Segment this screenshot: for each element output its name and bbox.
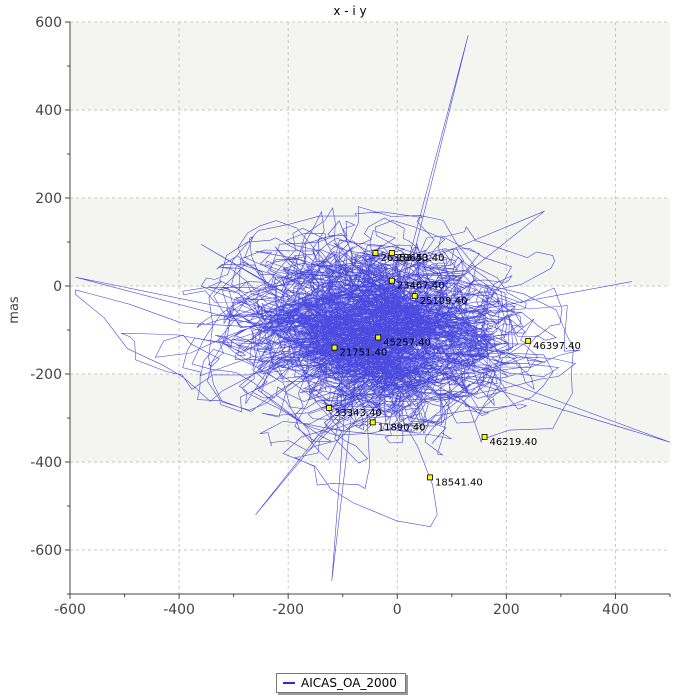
annotation-marker bbox=[388, 250, 395, 256]
annotation-5: 21751.40 bbox=[331, 344, 388, 359]
annotation-marker bbox=[331, 344, 338, 351]
y-tick-label: 600 bbox=[35, 15, 62, 31]
x-tick-label: -200 bbox=[272, 602, 304, 618]
y-tick-label: 200 bbox=[35, 191, 62, 207]
annotation-label: 18541.40 bbox=[435, 477, 483, 488]
annotation-marker bbox=[375, 334, 382, 341]
annotation-label: 33343.40 bbox=[334, 408, 382, 419]
y-tick-label: -200 bbox=[30, 367, 62, 383]
annotation-marker bbox=[326, 404, 332, 411]
chart-title: x - i y bbox=[333, 4, 366, 18]
y-tick-label: 400 bbox=[35, 103, 62, 119]
annotation-label: 25109.40 bbox=[420, 296, 468, 307]
annotation-0: 26353.40 bbox=[372, 250, 428, 264]
annotation-marker bbox=[411, 293, 418, 300]
x-tick-label: -400 bbox=[163, 602, 195, 618]
y-tick-label: 0 bbox=[53, 279, 62, 295]
annotation-label: 23467.40 bbox=[397, 281, 445, 292]
trajectory-line bbox=[75, 35, 670, 581]
x-tick-label: -600 bbox=[54, 602, 86, 618]
annotation-10: 18541.40 bbox=[427, 474, 483, 488]
annotation-1: 18653.40 bbox=[388, 250, 445, 264]
x-tick-label: 400 bbox=[602, 602, 629, 618]
annotation-label: 18653.40 bbox=[397, 253, 445, 264]
annotation-4: 45257.40 bbox=[375, 334, 431, 348]
plot-band-0 bbox=[70, 22, 670, 110]
series-aicas-oa-2000 bbox=[75, 35, 670, 581]
y-tick-label: -400 bbox=[30, 455, 62, 471]
annotation-marker bbox=[369, 419, 376, 426]
legend: AICAS_OA_2000 bbox=[276, 673, 406, 693]
annotation-7: 33343.40 bbox=[326, 404, 382, 419]
legend-label: AICAS_OA_2000 bbox=[301, 676, 397, 690]
annotation-label: 45257.40 bbox=[383, 337, 431, 348]
annotation-3: 25109.40 bbox=[411, 293, 468, 307]
annotation-label: 21751.40 bbox=[340, 348, 388, 359]
grid-lines bbox=[69, 21, 670, 594]
annotation-marker bbox=[388, 277, 395, 284]
annotation-label: 26353.40 bbox=[380, 253, 428, 264]
axes: -600 -400 -200 0 200 400 600 400 200 0 -200 -400 -60… bbox=[30, 15, 671, 618]
annotation-2: 23467.40 bbox=[388, 277, 445, 292]
y-tick-label: -600 bbox=[30, 543, 62, 559]
annotation-marker bbox=[427, 474, 433, 481]
annotation-label: 11890.40 bbox=[378, 422, 426, 433]
annotation-label: 46219.40 bbox=[490, 437, 538, 448]
annotation-8: 11890.40 bbox=[369, 419, 426, 433]
annotation-6: 46397.40 bbox=[525, 338, 581, 352]
x-tick-label: 0 bbox=[393, 602, 402, 618]
legend-swatch bbox=[283, 682, 295, 684]
annotation-marker bbox=[525, 338, 532, 344]
annotation-label: 46397.40 bbox=[533, 341, 581, 352]
annotation-9: 46219.40 bbox=[481, 434, 538, 448]
x-tick-label: 200 bbox=[493, 602, 520, 618]
annotation-marker bbox=[481, 434, 488, 440]
y-axis-label: mas bbox=[7, 296, 22, 324]
annotation-marker bbox=[372, 250, 379, 256]
